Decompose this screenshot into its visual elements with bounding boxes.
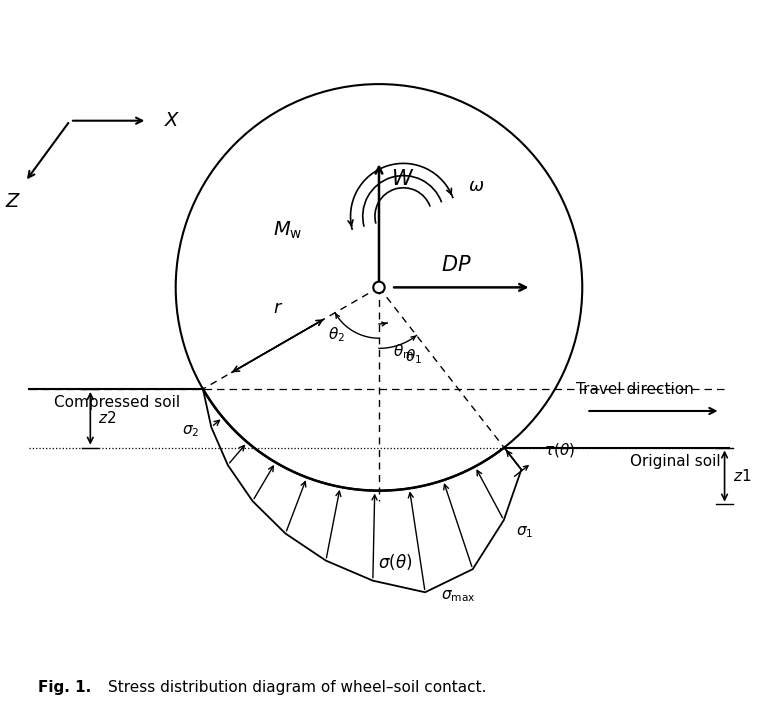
Text: $\sigma_2$: $\sigma_2$	[182, 423, 199, 438]
Text: Stress distribution diagram of wheel–soil contact.: Stress distribution diagram of wheel–soi…	[108, 680, 486, 695]
Text: $M_{\mathrm{w}}$: $M_{\mathrm{w}}$	[273, 220, 303, 241]
Text: $\sigma_1$: $\sigma_1$	[516, 524, 533, 540]
Text: $\sigma_{\mathrm{max}}$: $\sigma_{\mathrm{max}}$	[442, 588, 476, 604]
Text: $\theta_1$: $\theta_1$	[406, 347, 422, 366]
Text: $\theta_2$: $\theta_2$	[329, 326, 346, 344]
Text: $r$: $r$	[273, 299, 283, 317]
Text: Travel direction: Travel direction	[576, 381, 694, 396]
Text: $\theta_{\mathrm{m}}$: $\theta_{\mathrm{m}}$	[392, 342, 413, 361]
Text: $\tau(\theta)$: $\tau(\theta)$	[545, 441, 575, 459]
Text: $\sigma(\theta)$: $\sigma(\theta)$	[378, 552, 412, 572]
Circle shape	[373, 282, 385, 293]
Text: $\omega$: $\omega$	[468, 177, 485, 195]
Text: $W$: $W$	[391, 170, 415, 190]
Text: Fig. 1.: Fig. 1.	[38, 680, 91, 695]
Text: $z1$: $z1$	[733, 468, 751, 484]
Text: $DP$: $DP$	[441, 255, 472, 275]
Text: $Z$: $Z$	[5, 192, 22, 211]
Text: $X$: $X$	[164, 111, 180, 130]
Text: $z2$: $z2$	[98, 410, 117, 426]
Text: Compressed soil: Compressed soil	[54, 395, 180, 410]
Text: Original soil: Original soil	[630, 453, 720, 468]
